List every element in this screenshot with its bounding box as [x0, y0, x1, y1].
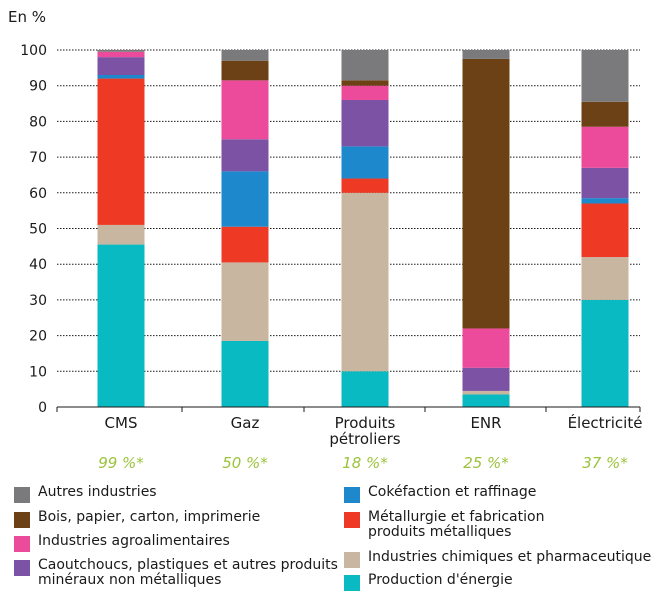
- bar-segment: [581, 198, 629, 204]
- bar-segment: [221, 60, 269, 81]
- legend-item-production-energie: Production d'énergie: [344, 573, 513, 591]
- legend-item-bois-papier: Bois, papier, carton, imprimerie: [14, 510, 260, 528]
- legend-label: Cokéfaction et raffinage: [368, 484, 537, 500]
- bar-segment: [462, 367, 510, 391]
- bar-segment: [341, 85, 389, 100]
- bar-segment: [341, 178, 389, 193]
- x-tick-label: ENR: [470, 414, 501, 432]
- category-note: 37 %*: [582, 454, 628, 472]
- legend-item-caoutchoucs-plastiques: Caoutchoucs, plastiques et autres produi…: [14, 558, 338, 588]
- legend-swatch: [14, 560, 30, 576]
- bar-segment: [97, 57, 145, 75]
- bar-segment: [581, 50, 629, 102]
- legend-label: Autres industries: [38, 484, 157, 500]
- category-note: 50 %*: [222, 454, 268, 472]
- y-tick-label: 0: [38, 400, 47, 416]
- x-tick-labels: CMS Gaz Produits pétroliers ENR Électricité: [105, 413, 643, 448]
- bar-segment: [341, 146, 389, 179]
- bar-segment: [97, 50, 145, 52]
- stacked-bar-chart: En % 0 10 20 30 40 50 60 70 80 90 100 CMS Gaz Produi…: [8, 8, 643, 472]
- bar-segment: [97, 74, 145, 79]
- category-notes: 99 %* 50 %* 18 %* 25 %* 37 %*: [98, 454, 628, 472]
- legend-item-metallurgie: Métallurgie et fabrication produits méta…: [344, 510, 544, 540]
- x-tick-label: Électricité: [568, 413, 643, 432]
- y-tick-labels: 0 10 20 30 40 50 60 70 80 90 100: [20, 43, 47, 416]
- bar-segment: [97, 78, 145, 225]
- legend-swatch: [344, 487, 360, 503]
- legend-label: Métallurgie et fabrication produits méta…: [368, 509, 545, 540]
- category-note: 18 %*: [342, 454, 388, 472]
- legend-label: Bois, papier, carton, imprimerie: [38, 509, 261, 525]
- y-tick-label: 30: [29, 293, 47, 309]
- bar-segment: [221, 262, 269, 341]
- y-tick-label: 100: [20, 43, 47, 59]
- x-tick-label: Gaz: [231, 414, 260, 432]
- legend-swatch: [344, 512, 360, 528]
- y-axis-label: En %: [8, 8, 46, 26]
- y-tick-label: 90: [29, 79, 47, 95]
- bar-segment: [341, 192, 389, 372]
- legend-swatch: [344, 575, 360, 591]
- y-tick-label: 10: [29, 364, 47, 380]
- bar-segment: [341, 80, 389, 86]
- bar-segment: [341, 50, 389, 81]
- bar-segment: [221, 171, 269, 227]
- bar-segment: [221, 139, 269, 172]
- x-tick-label: CMS: [105, 414, 138, 432]
- bar-segment: [221, 226, 269, 263]
- legend-swatch: [14, 536, 30, 552]
- legend-item-cokefaction-raffinage: Cokéfaction et raffinage: [344, 485, 536, 503]
- bar-segment: [97, 51, 145, 58]
- bar-segment: [341, 371, 389, 407]
- legend-label: Industries agroalimentaires: [38, 533, 230, 549]
- category-note: 25 %*: [463, 454, 509, 472]
- bar-segment: [221, 80, 269, 140]
- bar-segment: [462, 394, 510, 407]
- bars: [97, 50, 629, 407]
- bar-segment: [581, 126, 629, 168]
- y-tick-label: 60: [29, 186, 47, 202]
- bar-segment: [462, 328, 510, 368]
- bar-segment: [221, 340, 269, 407]
- y-tick-label: 20: [29, 329, 47, 345]
- legend-label: Production d'énergie: [368, 572, 513, 588]
- category-note: 99 %*: [98, 454, 144, 472]
- legend-swatch: [344, 552, 360, 568]
- bar-segment: [581, 101, 629, 127]
- legend-swatch: [14, 487, 30, 503]
- legend: Autres industries Bois, papier, carton, …: [14, 481, 662, 592]
- bar-segment: [581, 299, 629, 407]
- bar-segment: [462, 50, 510, 59]
- bar-segment: [581, 257, 629, 300]
- x-axis: [56, 406, 641, 412]
- legend-label: Caoutchoucs, plastiques et autres produi…: [38, 557, 338, 588]
- bar-segment: [462, 58, 510, 329]
- x-tick-label: Produits pétroliers: [329, 414, 400, 448]
- bar-segment: [97, 224, 145, 245]
- bar-segment: [581, 167, 629, 199]
- y-tick-label: 50: [29, 222, 47, 238]
- bar-segment: [581, 203, 629, 258]
- legend-item-autres-industries: Autres industries: [14, 485, 157, 503]
- bar-segment: [462, 390, 510, 395]
- y-tick-label: 40: [29, 257, 47, 273]
- legend-item-industries-agroalimentaires: Industries agroalimentaires: [14, 534, 230, 552]
- bar-segment: [341, 99, 389, 147]
- y-tick-label: 80: [29, 114, 47, 130]
- legend-item-industries-chimiques: Industries chimiques et pharmaceutique: [344, 550, 651, 568]
- bar-segment: [221, 50, 269, 61]
- legend-swatch: [14, 512, 30, 528]
- y-tick-label: 70: [29, 150, 47, 166]
- bar-segment: [97, 244, 145, 407]
- legend-label: Industries chimiques et pharmaceutique: [368, 549, 652, 565]
